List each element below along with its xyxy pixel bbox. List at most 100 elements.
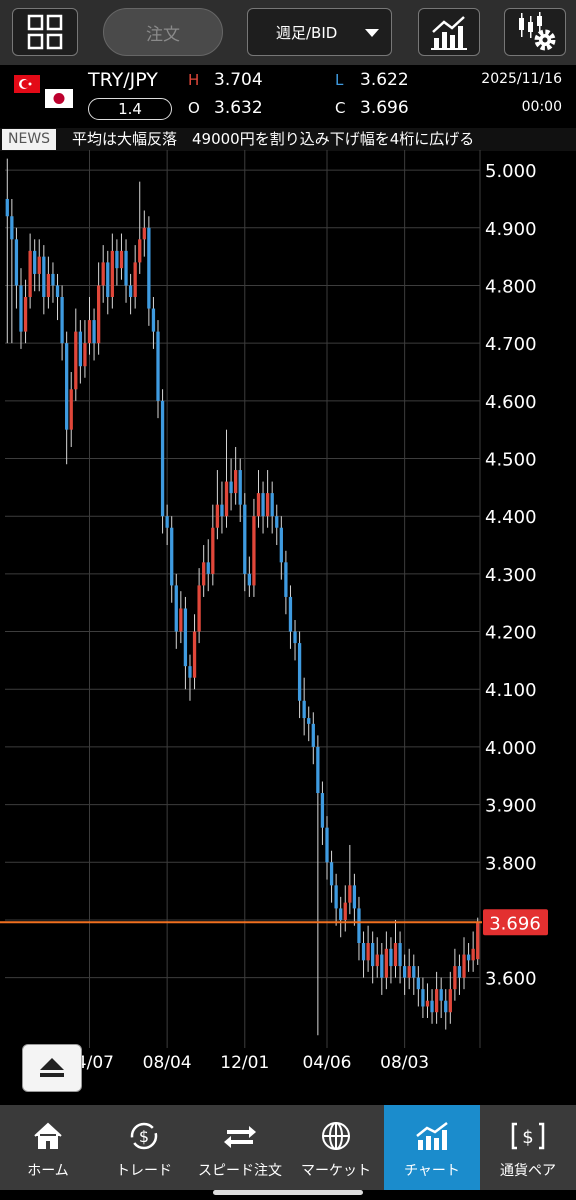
menu-button[interactable] (12, 8, 78, 56)
x-tick-label: 04/06 (302, 1053, 351, 1073)
candle-body (329, 862, 334, 886)
candle-body (320, 793, 325, 828)
candle-body (352, 885, 357, 909)
system-bar (0, 1190, 576, 1200)
period-select[interactable]: 週足/BID (247, 8, 392, 56)
candle-body (156, 331, 160, 401)
candle-body (416, 977, 420, 990)
quote-panel: TRY/JPY 1.4 H 3.704 O 3.632 L 3.622 C 3.… (0, 65, 576, 127)
candle-body (293, 631, 297, 644)
nav-item[interactable]: マーケット (288, 1105, 384, 1190)
open-value: 3.632 (214, 98, 263, 118)
candle-body (142, 227, 146, 240)
dropdown-arrow (365, 29, 379, 37)
candle-body (33, 250, 37, 274)
candle-body (165, 516, 169, 528)
news-ticker[interactable]: NEWS 平均は大幅反落 49000円を割り込み下げ幅を4桁に広げる (0, 128, 576, 151)
candle-body (55, 285, 60, 298)
x-tick-label: 08/04 (143, 1053, 192, 1073)
candle-body (334, 885, 338, 909)
spread: 1.4 (88, 98, 172, 120)
candle-body (51, 273, 55, 286)
candle-body (220, 504, 224, 517)
candle-body (192, 631, 197, 678)
candle-body (183, 608, 188, 667)
close-value: 3.696 (360, 98, 409, 118)
candle-body (448, 989, 452, 1013)
chart-type-button[interactable] (418, 8, 480, 56)
candle-body (115, 250, 119, 269)
svg-text:$: $ (522, 1127, 533, 1148)
candle-body (302, 700, 306, 719)
news-tag: NEWS (2, 129, 57, 150)
candle-body (78, 331, 83, 367)
nav-icon: $ (130, 1122, 158, 1150)
nav-label: スピード注文 (198, 1163, 282, 1179)
y-tick-label: 4.200 (485, 623, 537, 644)
candle-body (434, 989, 439, 1013)
candle-body (380, 954, 384, 978)
low-label: L (335, 71, 344, 89)
candle-body (476, 922, 480, 960)
candle-body (284, 562, 288, 597)
candle-body (297, 643, 302, 701)
candle-body (453, 966, 457, 990)
candle-body (311, 723, 315, 747)
last-price-label: 3.696 (489, 913, 541, 934)
settings-button[interactable] (504, 8, 566, 56)
y-tick-label: 5.000 (485, 161, 537, 182)
flag-turkey (14, 75, 40, 93)
candle-body (229, 481, 233, 494)
nav-label: トレード (116, 1163, 172, 1179)
y-tick-label: 4.700 (485, 334, 537, 355)
y-tick-label: 4.800 (485, 276, 537, 297)
nav-item[interactable]: チャート (384, 1105, 480, 1190)
candle-body (343, 902, 347, 920)
candle-body (279, 527, 283, 563)
candle-body (316, 746, 320, 794)
nav-icon (34, 1122, 62, 1149)
order-button[interactable]: 注文 (103, 8, 223, 56)
news-headline: 平均は大幅反落 49000円を割り込み下げ幅を4桁に広げる (72, 130, 475, 148)
y-tick-label: 3.800 (485, 853, 537, 874)
candle-body (46, 273, 51, 298)
low-value: 3.622 (360, 70, 409, 90)
candle-body (42, 256, 46, 298)
grid-icon (27, 14, 63, 50)
y-tick-label: 4.900 (485, 219, 537, 240)
nav-item[interactable]: ホーム (0, 1105, 96, 1190)
candle-body (188, 666, 192, 678)
candle-body (83, 343, 87, 367)
quote-date: 2025/11/16 (481, 71, 562, 87)
period-label: 週足/BID (276, 23, 338, 42)
y-tick-label: 4.400 (485, 507, 537, 528)
y-tick-label: 4.300 (485, 565, 537, 586)
y-tick-label: 4.000 (485, 738, 537, 759)
nav-item[interactable]: スピード注文 (192, 1105, 288, 1190)
candle-body (402, 966, 407, 978)
currency-pair: TRY/JPY (88, 69, 158, 91)
collapse-button[interactable] (22, 1044, 82, 1092)
nav-icon (322, 1122, 350, 1150)
candle-body (119, 250, 124, 269)
candle-body (430, 1000, 434, 1013)
candle-body (23, 297, 28, 332)
nav-item[interactable]: $ トレード (96, 1105, 192, 1190)
nav-label: マーケット (301, 1163, 371, 1179)
high-label: H (188, 71, 200, 89)
candle-body (19, 285, 23, 332)
candle-body (151, 308, 156, 332)
x-tick-label: 08/03 (380, 1053, 429, 1073)
candle-body (384, 948, 389, 978)
candle-body (174, 585, 178, 632)
candle-body (471, 948, 475, 961)
candle-body (10, 216, 14, 240)
high-value: 3.704 (214, 70, 263, 90)
settings-icon (519, 12, 556, 51)
candle-body (243, 504, 247, 574)
nav-item[interactable]: $ 通貨ペア (480, 1105, 576, 1190)
candle-body (247, 573, 251, 586)
candle-body (357, 908, 361, 944)
candle-body (425, 1000, 430, 1007)
